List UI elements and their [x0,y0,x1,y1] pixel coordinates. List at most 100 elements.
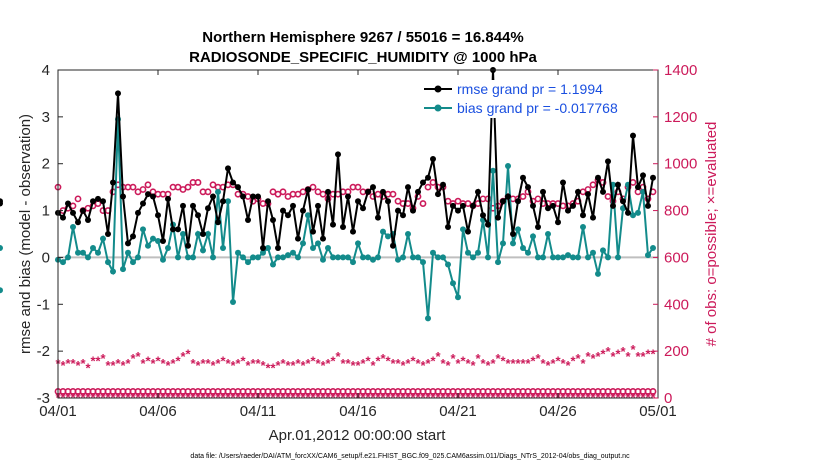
bias-point [355,240,361,247]
evaluated-obs-point: * [630,342,636,357]
bias-point [95,249,101,256]
evaluated-obs-point: * [515,356,521,371]
rmse-point [105,231,111,237]
rmse-point [370,184,376,191]
rmse-point [340,223,346,230]
evaluated-obs-point: * [330,354,336,369]
rmse-point [455,207,461,214]
bias-point [455,294,461,301]
evaluated-obs-point: * [165,358,171,373]
evaluated-obs-low-point: * [600,390,606,405]
bias-point [240,254,246,261]
bias-point [570,254,576,261]
y-axis-label-left: rmse and bias (model - observation) [17,114,34,354]
evaluated-obs-point: * [170,356,176,371]
bias-point [280,254,286,261]
evaluated-obs-low-point: * [420,390,426,405]
evaluated-obs-low-point: * [545,390,551,405]
rmse-point [95,195,101,202]
evaluated-obs-point: * [450,351,456,366]
evaluated-obs-point: * [445,358,451,373]
rmse-point [330,221,336,228]
x-axis-label: Apr.01,2012 00:00:00 start [269,427,447,444]
evaluated-obs-low-point: * [90,390,96,405]
evaluated-obs-point: * [645,346,651,361]
rmse-point [250,193,256,200]
rmse-point [555,219,561,226]
rmse-point [530,202,536,209]
evaluated-obs-point: * [225,356,231,371]
evaluated-obs-low-point: * [310,390,316,405]
rmse-point [185,242,191,249]
rmse-point [230,179,236,186]
bias-point [205,231,211,237]
evaluated-obs-low-point: * [570,390,576,405]
y-axis-label-right: # of obs: o=possible; ×=evaluated [703,122,720,347]
bias-point [430,249,436,256]
evaluated-obs-point: * [95,354,101,369]
rmse-point [235,184,241,191]
evaluated-obs-point: * [255,356,261,371]
rmse-point [650,174,656,181]
rmse-point [635,184,641,191]
evaluated-obs-point: * [510,356,516,371]
evaluated-obs-point: * [230,358,236,373]
x-tick-label: 04/06 [139,403,177,420]
evaluated-obs-point: * [605,344,611,359]
evaluated-obs-low-point: * [280,390,286,405]
y-tick-label-left: 1 [42,203,50,220]
bias-point [375,254,381,261]
evaluated-obs-point: * [220,354,226,369]
bias-point [195,231,201,237]
possible-obs-point [279,188,287,196]
bias-point [90,245,96,252]
evaluated-obs-point: * [590,351,596,366]
y-tick-label-right: 1000 [664,156,697,173]
x-tick-label: 05/01 [639,403,677,420]
evaluated-obs-low-point: * [585,390,591,405]
evaluated-obs-point: * [355,358,361,373]
rmse-point [440,181,446,188]
bias-point [565,252,571,259]
bias-point [125,249,131,256]
evaluated-obs-point: * [460,354,466,369]
evaluated-obs-low-point: * [150,390,156,405]
evaluated-obs-point: * [235,356,241,371]
bias-point [530,233,536,240]
possible-obs-point [354,183,362,191]
bias-point [600,247,606,254]
y-tick-label-right: 600 [664,249,689,266]
x-tick-label: 04/11 [240,403,276,420]
evaluated-obs-point: * [325,356,331,371]
evaluated-obs-point: * [470,358,476,373]
evaluated-obs-point: * [500,354,506,369]
evaluated-obs-point: * [160,356,166,371]
bias-point [440,254,446,261]
evaluated-obs-low-point: * [320,390,326,405]
evaluated-obs-low-point: * [525,390,531,405]
evaluated-obs-point: * [390,356,396,371]
rmse-point [380,188,386,195]
evaluated-obs-low-point: * [315,390,321,405]
evaluated-obs-point: * [110,358,116,373]
y-tick-label-right: 0 [664,390,672,407]
bias-point [230,298,236,305]
evaluated-obs-point: * [550,356,556,371]
evaluated-obs-point: * [525,356,531,371]
evaluated-obs-point: * [85,361,91,376]
bias-point [360,254,366,261]
rmse-point [110,179,116,186]
bias-point [330,254,336,261]
rmse-point [460,202,466,209]
bias-point [605,254,611,261]
legend-rmse-marker [434,85,442,93]
bias-point [150,235,156,242]
evaluated-obs-point: * [650,346,656,361]
rmse-point [345,193,351,200]
evaluated-obs-low-point: * [505,390,511,405]
y-tick-label-right: 800 [664,203,689,220]
evaluated-obs-low-point: * [240,390,246,405]
rmse-point [190,202,196,209]
legend-bias-marker [434,104,442,112]
evaluated-obs-point: * [240,354,246,369]
